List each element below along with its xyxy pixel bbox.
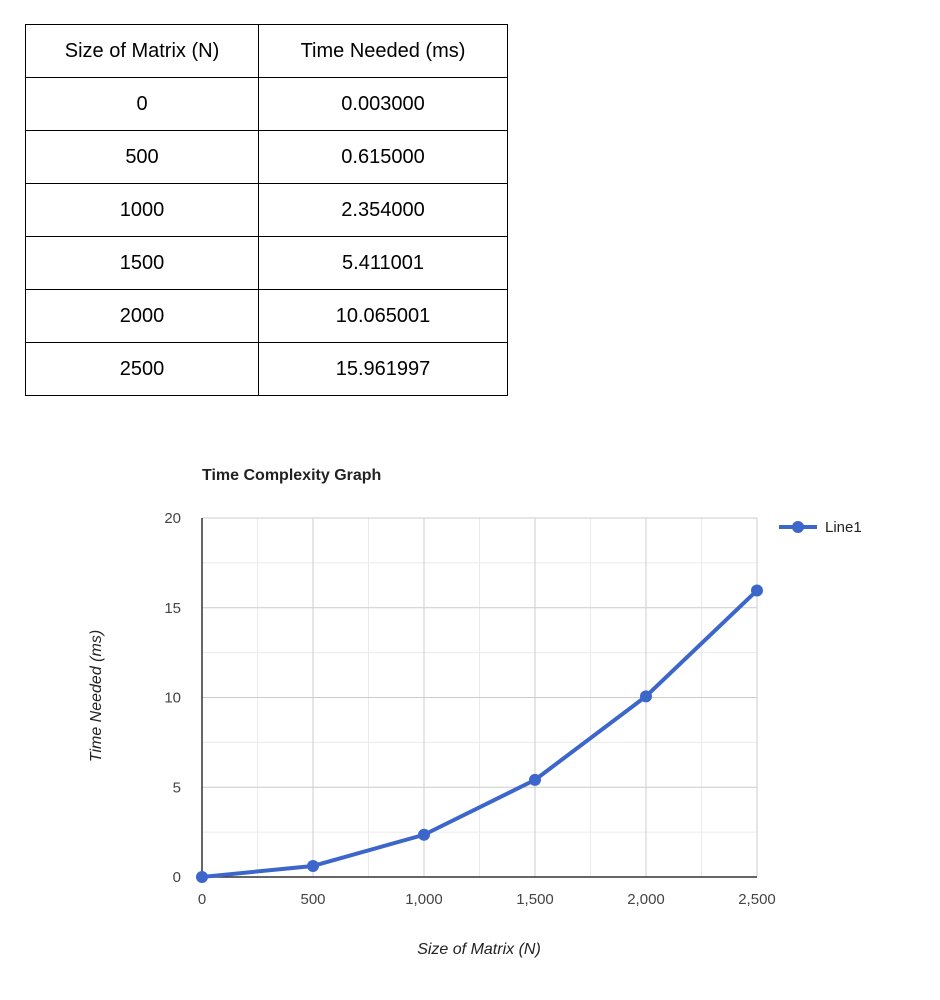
data-point [751,584,763,597]
column-header-time: Time Needed (ms) [258,24,508,78]
cell-time: 10.065001 [258,289,508,343]
chart-title: Time Complexity Graph [202,467,381,484]
x-tick-label: 2,000 [627,891,665,908]
data-point [418,828,430,841]
data-point [640,690,652,703]
cell-time: 0.003000 [258,77,508,131]
y-tick-label: 0 [173,869,181,886]
data-table: Size of Matrix (N) Time Needed (ms) 0 0.… [25,24,508,396]
x-axis-title: Size of Matrix (N) [417,941,541,958]
series-line [200,588,759,879]
time-complexity-chart: Time Complexity Graph 0 5 10 15 20 0 500 1,000… [88,467,862,958]
y-tick-label: 5 [173,779,181,796]
x-tick-label: 0 [198,891,206,908]
y-tick-label: 15 [164,600,181,617]
cell-time: 5.411001 [258,236,508,290]
cell-time: 2.354000 [258,183,508,237]
table-row: 500 0.615000 [25,130,508,184]
x-tick-label: 2,500 [738,891,776,908]
data-point [307,859,319,872]
cell-size: 500 [25,130,259,184]
legend-marker [792,521,804,533]
cell-size: 1500 [25,236,259,290]
cell-time: 15.961997 [258,342,508,396]
cell-size: 2500 [25,342,259,396]
column-header-size: Size of Matrix (N) [25,24,259,78]
x-axis-labels: 0 500 1,000 1,500 2,000 2,500 [198,891,776,908]
y-tick-label: 10 [164,690,181,707]
cell-size: 2000 [25,289,259,343]
legend-label: Line1 [825,519,862,536]
table-row: 1000 2.354000 [25,183,508,237]
x-tick-label: 500 [300,891,325,908]
data-points [196,584,763,883]
data-point [529,773,541,786]
x-tick-label: 1,500 [516,891,554,908]
y-axis-labels: 0 5 10 15 20 [164,510,181,886]
x-tick-label: 1,000 [405,891,443,908]
cell-size: 0 [25,77,259,131]
cell-time: 0.615000 [258,130,508,184]
table-row: 1500 5.411001 [25,236,508,290]
y-axis-title: Time Needed (ms) [88,630,105,762]
legend: Line1 [779,519,862,536]
data-point [196,870,208,883]
table-row: 2500 15.961997 [25,342,508,396]
cell-size: 1000 [25,183,259,237]
table-row: 2000 10.065001 [25,289,508,343]
y-tick-label: 20 [164,510,181,527]
table-row: 0 0.003000 [25,77,508,131]
table-header-row: Size of Matrix (N) Time Needed (ms) [25,24,508,78]
